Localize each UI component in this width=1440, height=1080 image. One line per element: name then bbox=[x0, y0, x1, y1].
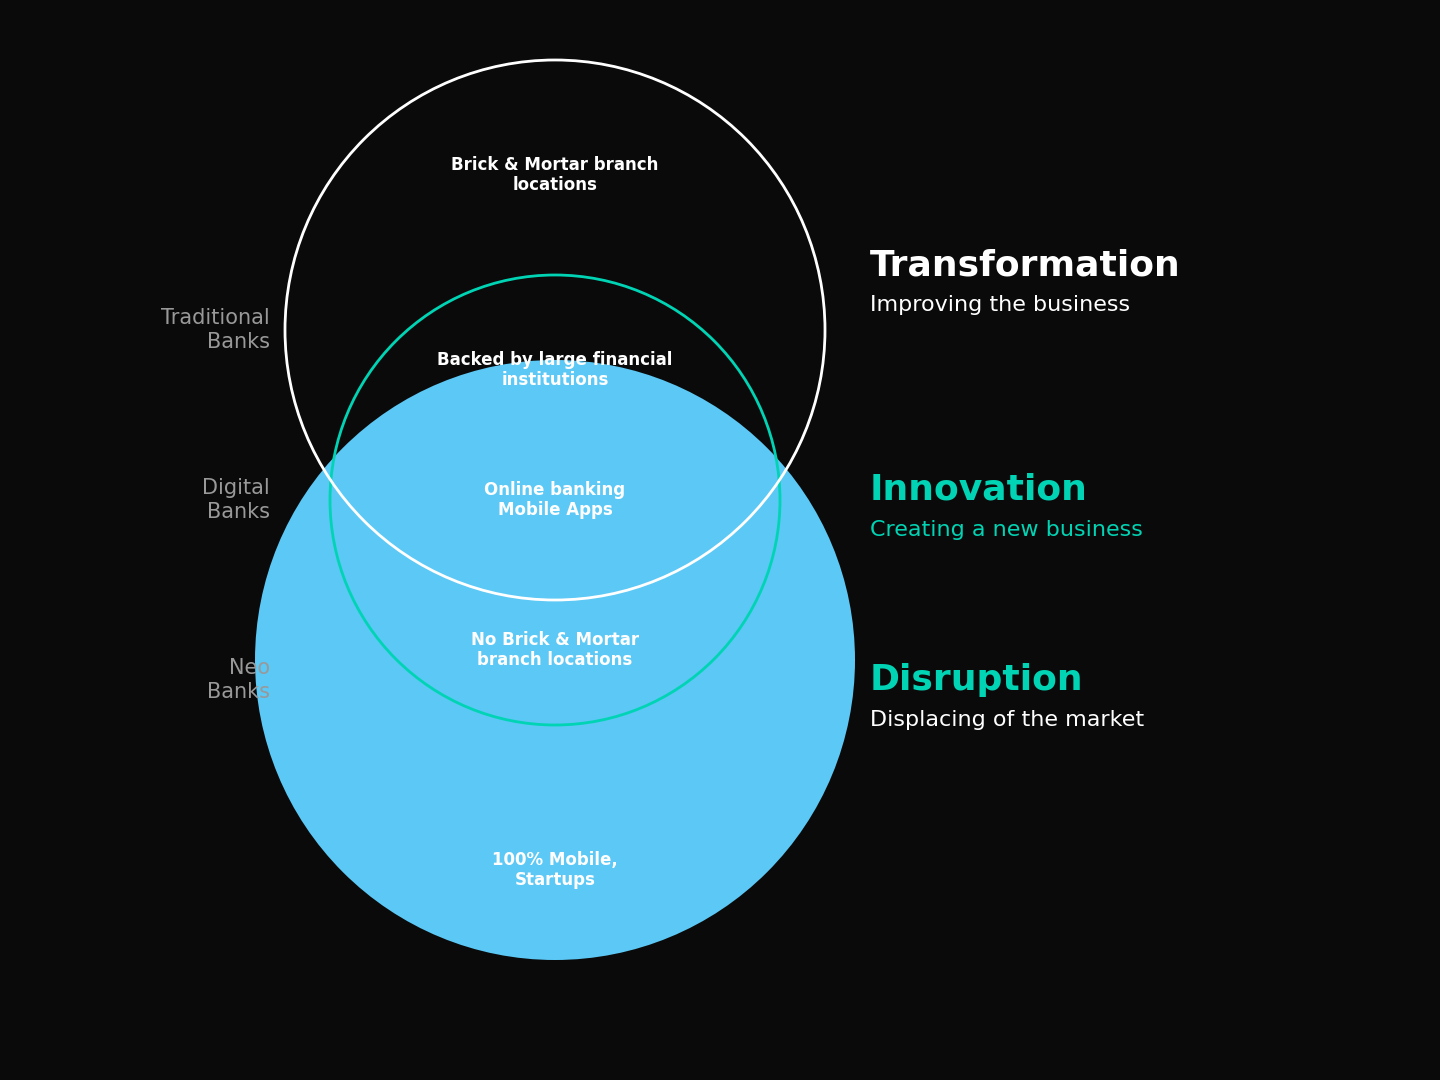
Text: 100% Mobile,
Startups: 100% Mobile, Startups bbox=[492, 851, 618, 890]
Text: Improving the business: Improving the business bbox=[870, 295, 1130, 315]
Text: Neo
Banks: Neo Banks bbox=[207, 659, 271, 702]
Circle shape bbox=[255, 360, 855, 960]
Text: Digital
Banks: Digital Banks bbox=[202, 478, 271, 522]
Text: Backed by large financial
institutions: Backed by large financial institutions bbox=[438, 351, 672, 390]
Text: Brick & Mortar branch
locations: Brick & Mortar branch locations bbox=[451, 156, 658, 194]
Text: Creating a new business: Creating a new business bbox=[870, 519, 1143, 540]
Text: Disruption: Disruption bbox=[870, 663, 1084, 697]
Text: Transformation: Transformation bbox=[870, 248, 1181, 282]
Text: Online banking
Mobile Apps: Online banking Mobile Apps bbox=[484, 481, 625, 519]
Text: Innovation: Innovation bbox=[870, 473, 1087, 507]
Text: Traditional
Banks: Traditional Banks bbox=[161, 309, 271, 352]
Text: Displacing of the market: Displacing of the market bbox=[870, 710, 1145, 730]
Text: No Brick & Mortar
branch locations: No Brick & Mortar branch locations bbox=[471, 631, 639, 670]
